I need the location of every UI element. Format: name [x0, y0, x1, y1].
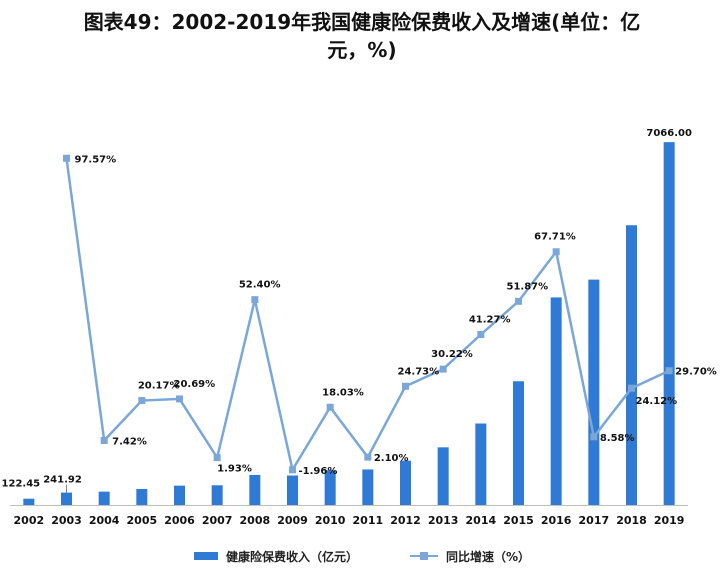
growth-marker-2018 — [628, 384, 635, 392]
bar-label-2002: 122.45 — [2, 479, 41, 490]
growth-marker-2008 — [251, 296, 259, 304]
growth-label-2006: 20.69% — [174, 379, 216, 390]
growth-label-2011: 2.10% — [374, 453, 409, 464]
bar-2010 — [324, 470, 336, 505]
bar-label-2003: 241.92 — [43, 475, 82, 486]
growth-label-2018: 24.12% — [636, 396, 678, 407]
growth-marker-2016 — [552, 248, 560, 256]
x-tick-2005: 2005 — [127, 514, 158, 527]
growth-label-2005: 20.17% — [138, 381, 180, 392]
bar-2018 — [626, 225, 637, 505]
growth-label-2008: 52.40% — [239, 280, 281, 291]
growth-marker-2012 — [402, 382, 409, 390]
growth-marker-2015 — [515, 297, 522, 305]
legend-item-growth[interactable]: 同比增速（%） — [409, 548, 531, 565]
x-tick-2015: 2015 — [503, 514, 534, 527]
bar-2005 — [136, 488, 148, 505]
bar-2013 — [437, 447, 449, 505]
growth-marker-2009 — [289, 466, 296, 474]
x-tick-2009: 2009 — [277, 514, 308, 527]
bar-2015 — [513, 381, 524, 505]
growth-marker-2006 — [176, 395, 183, 403]
x-tick-2017: 2017 — [579, 514, 610, 527]
growth-marker-2017 — [590, 433, 598, 441]
chart-title-line2: 元，%) — [327, 38, 397, 62]
x-tick-2006: 2006 — [164, 514, 195, 527]
growth-label-2007: 1.93% — [217, 464, 252, 475]
growth-marker-2005 — [138, 397, 146, 405]
growth-marker-2003 — [63, 154, 70, 162]
x-tick-2003: 2003 — [51, 514, 82, 527]
x-tick-2011: 2011 — [353, 514, 384, 527]
bar-2014 — [475, 423, 487, 505]
growth-marker-2011 — [364, 453, 372, 461]
bar-2011 — [362, 469, 374, 505]
x-tick-2012: 2012 — [390, 514, 421, 527]
bar-2009 — [287, 475, 298, 505]
x-tick-2013: 2013 — [428, 514, 459, 527]
growth-label-2009: -1.96% — [299, 466, 338, 477]
x-tick-2019: 2019 — [654, 514, 685, 527]
bar-2002 — [23, 498, 35, 505]
growth-label-2013: 30.22% — [431, 349, 473, 360]
chart-title-line1: 图表49：2002-2019年我国健康险保费收入及增速(单位：亿 — [83, 10, 641, 34]
x-tick-2008: 2008 — [240, 514, 271, 527]
growth-label-2010: 18.03% — [322, 387, 364, 398]
bar-2008 — [249, 474, 261, 505]
growth-label-2016: 67.71% — [534, 232, 576, 243]
legend: 健康险保费收入（亿元） 同比增速（%） — [0, 546, 724, 566]
bar-2017 — [588, 279, 600, 505]
growth-label-2003: 97.57% — [75, 154, 117, 165]
growth-line — [65, 158, 670, 474]
bar-label-2019: 7066.00 — [646, 128, 692, 139]
legend-line-swatch — [409, 551, 438, 561]
bar-2012 — [400, 460, 411, 505]
growth-label-2019: 29.70% — [675, 367, 717, 378]
bar-2003 — [61, 492, 72, 505]
bar-2019 — [663, 142, 675, 505]
growth-marker-2014 — [477, 331, 485, 339]
growth-label-2004: 7.42% — [112, 436, 147, 447]
x-tick-2002: 2002 — [14, 514, 45, 527]
legend-line-label: 同比增速（%） — [445, 549, 531, 564]
growth-marker-2019 — [665, 367, 673, 375]
legend-bar-swatch — [193, 552, 218, 560]
x-tick-2016: 2016 — [541, 514, 572, 527]
bar-2004 — [98, 491, 110, 505]
x-tick-2018: 2018 — [616, 514, 647, 527]
x-tick-2004: 2004 — [89, 514, 120, 527]
growth-label-2017: 8.58% — [600, 433, 635, 444]
growth-label-2012: 24.73% — [398, 366, 440, 377]
chart-title: 图表49：2002-2019年我国健康险保费收入及增速(单位：亿 元，%) — [0, 8, 724, 64]
bar-2016 — [550, 297, 562, 505]
legend-item-premium[interactable]: 健康险保费收入（亿元） — [193, 548, 358, 565]
bar-2007 — [211, 485, 223, 505]
growth-marker-2004 — [100, 436, 108, 444]
bar-2006 — [174, 485, 185, 505]
x-tick-2010: 2010 — [315, 514, 346, 527]
x-tick-2007: 2007 — [202, 514, 233, 527]
x-tick-2014: 2014 — [466, 514, 497, 527]
growth-marker-2010 — [326, 403, 334, 411]
legend-bar-label: 健康险保费收入（亿元） — [225, 549, 358, 564]
growth-label-2014: 41.27% — [469, 315, 511, 326]
growth-marker-2013 — [439, 365, 447, 373]
growth-marker-2007 — [213, 454, 221, 462]
growth-label-2015: 51.87% — [507, 281, 549, 292]
